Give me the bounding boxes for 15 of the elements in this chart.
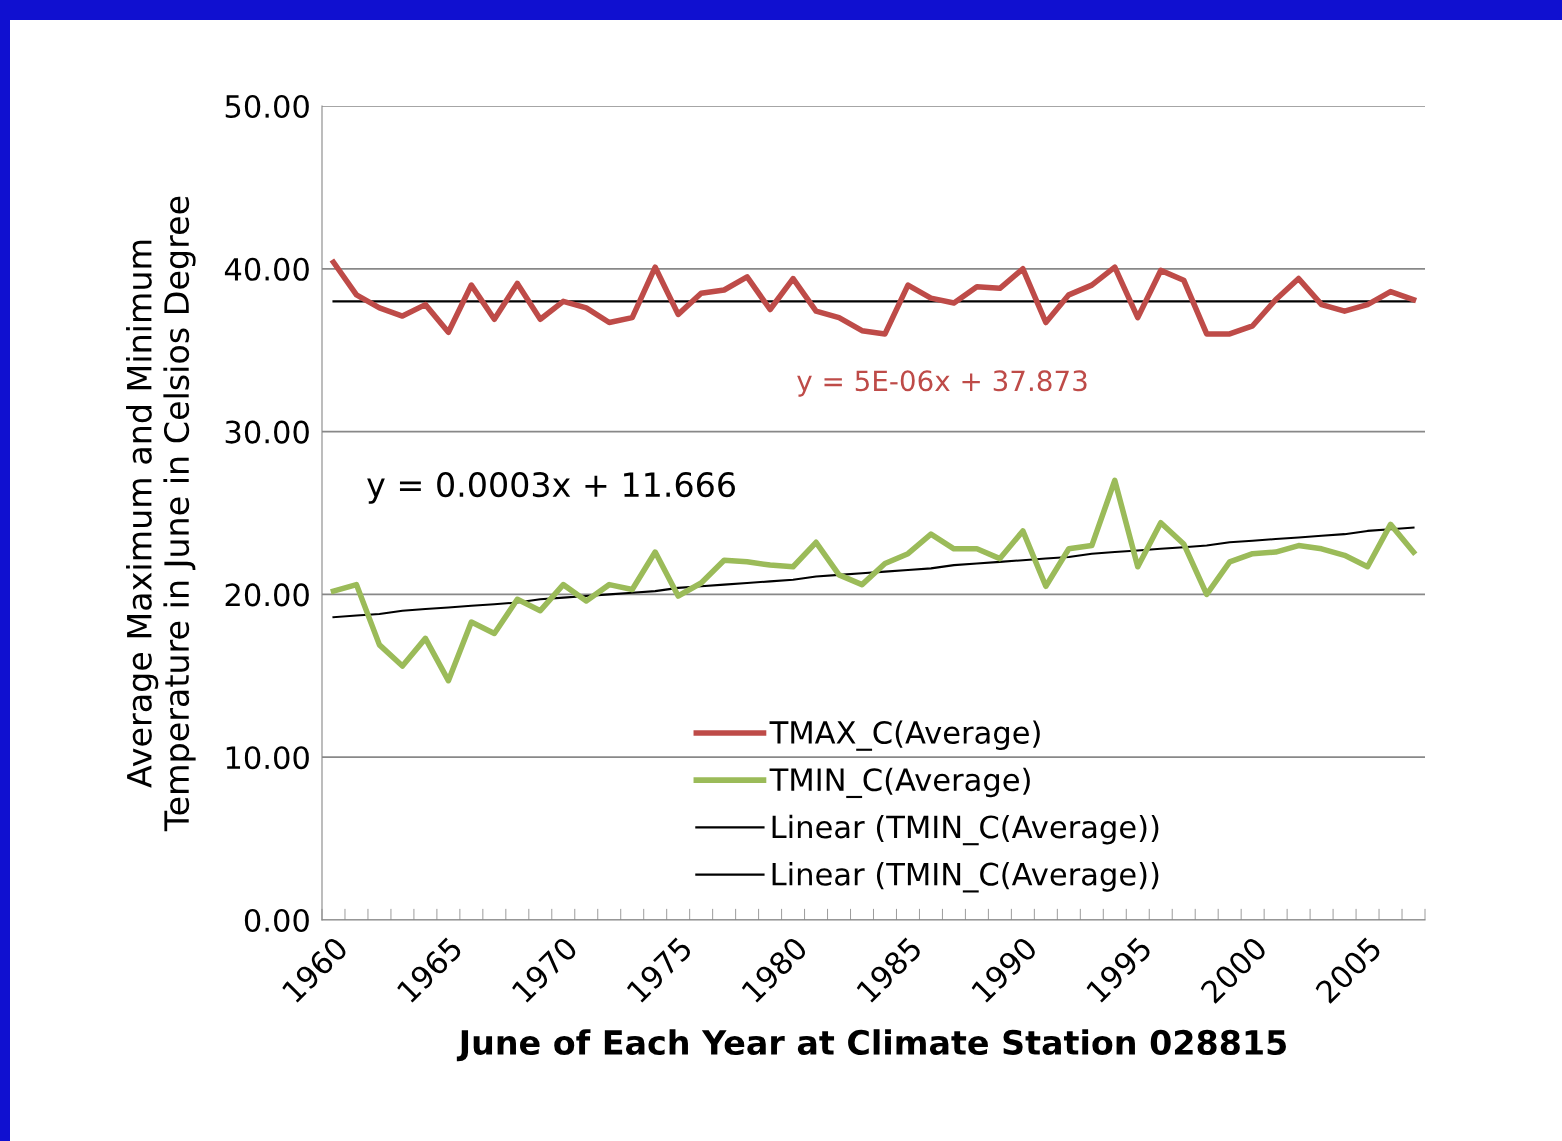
- annotation: y = 5E-06x + 37.873: [797, 370, 1087, 397]
- y-tick-label: 10.00: [226, 746, 309, 770]
- line-series: [332, 526, 1415, 619]
- x-axis-title: June of Each Year at Climate Station 028815: [456, 1029, 1286, 1062]
- y-tick-label: 0.00: [244, 908, 309, 933]
- y-tick-label: 40.00: [224, 257, 309, 281]
- y-axis-title: Average Maximum and Minimum Temperature in June in Celsios Degree: [126, 196, 196, 832]
- legend-label: TMAX_C(Average): [769, 720, 1040, 751]
- legend-label: Linear (TMIN_C(Average)): [772, 814, 1159, 846]
- y-tick-label: 30.00: [225, 420, 309, 444]
- legend-label: TMIN_C(Average): [769, 767, 1030, 799]
- y-tick-label: 50.00: [225, 94, 309, 119]
- legend-label: Linear (TMIN_C(Average)): [772, 862, 1159, 893]
- y-tick-label: 20.00: [225, 583, 309, 607]
- annotation: y = 0.0003x + 11.666: [367, 471, 735, 504]
